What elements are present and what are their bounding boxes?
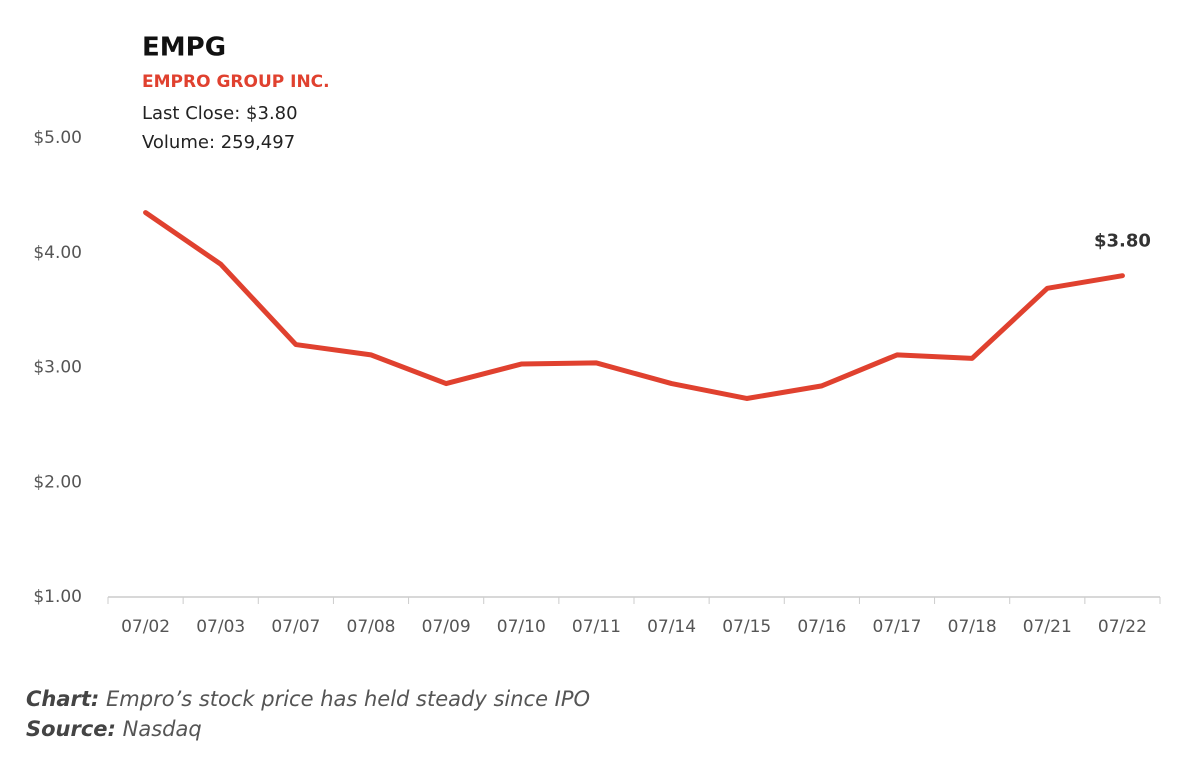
- price-line: [143, 210, 1125, 401]
- source-label: Source:: [26, 717, 116, 741]
- x-tick-label: 07/18: [948, 617, 997, 637]
- caption: Chart: Empro’s stock price has held stea…: [26, 687, 590, 711]
- x-tick-label: 07/15: [722, 617, 771, 637]
- x-tick-label: 07/17: [873, 617, 922, 637]
- caption-label: Chart:: [26, 687, 99, 711]
- y-tick-label: $5.00: [33, 128, 82, 148]
- info-text: Volume: 259,497: [142, 132, 295, 153]
- y-tick-label: $1.00: [33, 587, 82, 607]
- info-text: Last Close: $3.80: [142, 103, 298, 124]
- x-tick-label: 07/11: [572, 617, 621, 637]
- x-tick-label: 07/07: [271, 617, 320, 637]
- x-tick-label: 07/21: [1023, 617, 1072, 637]
- value-label: $3.80: [1094, 231, 1151, 252]
- x-tick-label: 07/14: [647, 617, 696, 637]
- chart-subtitle: EMPRO GROUP INC.: [142, 72, 330, 92]
- y-tick-label: $4.00: [33, 243, 82, 263]
- x-tick-label: 07/08: [347, 617, 396, 637]
- y-tick-label: $2.00: [33, 472, 82, 492]
- y-tick-label: $3.00: [33, 358, 82, 378]
- x-tick-label: 07/03: [196, 617, 245, 637]
- source-text: Nasdaq: [123, 717, 202, 741]
- x-tick-label: 07/09: [422, 617, 471, 637]
- x-tick-label: 07/16: [797, 617, 846, 637]
- x-tick-label: 07/02: [121, 617, 170, 637]
- x-tick-label: 07/10: [497, 617, 546, 637]
- chart-title: EMPG: [142, 33, 226, 63]
- x-tick-label: 07/22: [1098, 617, 1147, 637]
- caption-text: Empro’s stock price has held steady sinc…: [106, 687, 590, 711]
- source: Source: Nasdaq: [26, 717, 202, 741]
